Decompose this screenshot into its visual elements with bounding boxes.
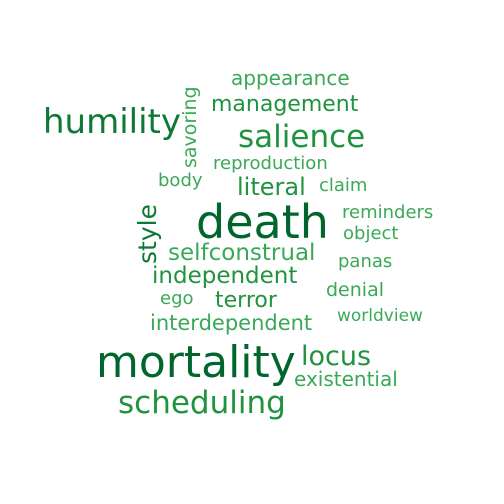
word-denial: denial [326,279,384,301]
word-ego: ego [160,288,194,309]
word-reproduction: reproduction [213,153,328,174]
word-selfconstrual: selfconstrual [168,240,316,266]
word-savoring: savoring [179,86,201,168]
word-panas: panas [338,251,393,272]
word-existential: existential [294,367,398,391]
word-interdependent: interdependent [150,311,313,335]
word-humility: humility [43,102,182,142]
word-appearance: appearance [231,66,350,90]
word-body: body [158,170,203,191]
word-independent: independent [152,263,298,289]
word-object: object [343,223,399,244]
word-terror: terror [215,288,277,313]
word-worldview: worldview [337,306,423,326]
word-management: management [211,92,359,117]
word-salience: salience [238,119,366,155]
word-locus: locus [301,341,372,372]
word-claim: claim [319,175,368,196]
word-literal: literal [237,173,306,201]
word-reminders: reminders [342,202,434,223]
word-mortality: mortality [96,337,296,388]
word-style: style [133,204,162,264]
word-scheduling: scheduling [118,385,286,421]
word-death: death [196,195,329,249]
